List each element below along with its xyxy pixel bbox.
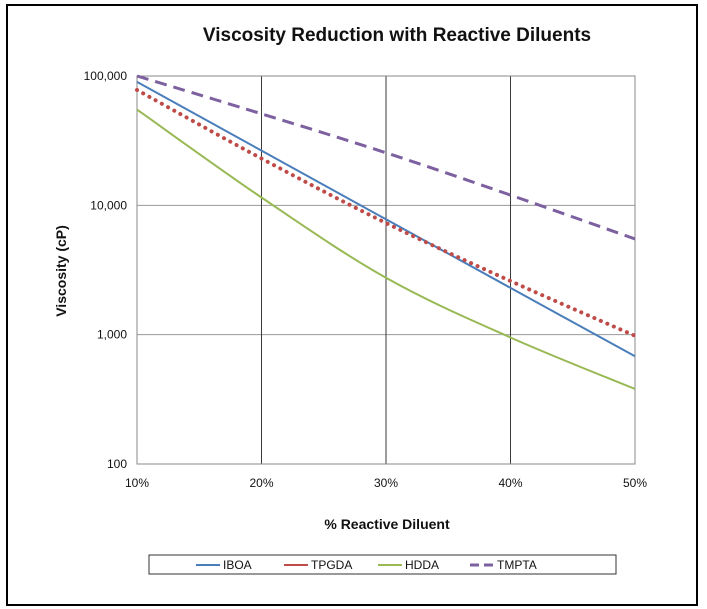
x-tick-label: 10% [125, 476, 149, 490]
grid [136, 75, 636, 465]
x-axis-ticks: 10% 20% 30% 40% 50% [125, 476, 647, 490]
x-axis-title: % Reactive Diluent [324, 516, 450, 532]
plot-area [136, 75, 636, 465]
legend-label-hdda: HDDA [405, 558, 439, 572]
y-axis-ticks: 100 1,000 10,000 100,000 [84, 69, 128, 471]
chart-frame [6, 4, 698, 606]
legend-label-iboa: IBOA [223, 558, 252, 572]
y-tick-label: 1,000 [97, 328, 127, 342]
legend-label-tpgda: TPGDA [311, 558, 352, 572]
y-tick-label: 100,000 [84, 69, 128, 83]
series-tpgda-line [135, 88, 637, 338]
series-hdda-line [136, 108, 636, 390]
series-tmpta-line [136, 74, 636, 241]
series-layer [135, 74, 637, 390]
series-iboa-line [136, 81, 636, 358]
y-tick-label: 100 [107, 457, 127, 471]
legend-items: IBOA TPGDA HDDA TMPTA [196, 558, 537, 572]
y-tick-label: 10,000 [90, 198, 127, 212]
legend-label-tmpta: TMPTA [497, 558, 537, 572]
x-tick-label: 50% [623, 476, 647, 490]
x-tick-label: 40% [498, 476, 522, 490]
x-tick-label: 20% [249, 476, 273, 490]
y-axis-title: Viscosity (cP) [53, 225, 69, 317]
chart-title: Viscosity Reduction with Reactive Diluen… [203, 25, 591, 46]
x-tick-label: 30% [374, 476, 398, 490]
